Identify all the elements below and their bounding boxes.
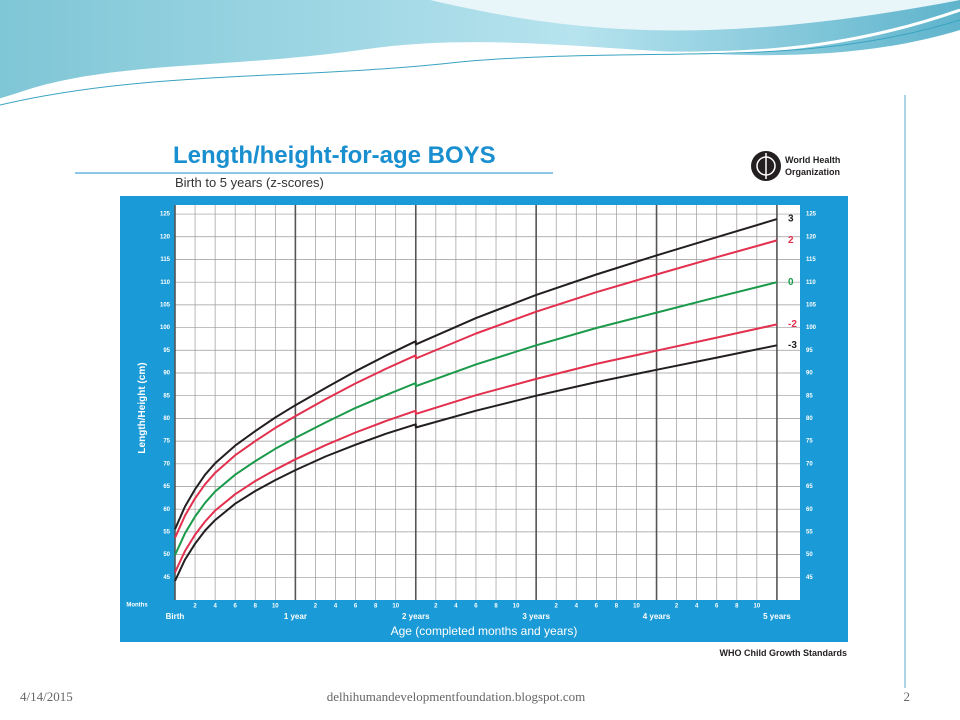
- y-tick-label: 120: [160, 234, 171, 240]
- y-tick-label: 50: [806, 552, 813, 558]
- chart-title: Length/height-for-age BOYS: [173, 142, 496, 169]
- x-tick-label: 8: [374, 604, 378, 610]
- series-line: [174, 239, 778, 539]
- y-tick-label: 95: [806, 348, 813, 354]
- x-tick-label: 10: [633, 604, 640, 610]
- y-tick-label: 125: [806, 212, 817, 218]
- y-tick-label: 80: [163, 416, 170, 422]
- y-tick-label: 70: [163, 461, 170, 467]
- y-tick-label: 45: [806, 575, 813, 581]
- y-tick-label: 90: [806, 371, 813, 377]
- y-tick-label: 65: [163, 484, 170, 490]
- x-tick-label: 4: [213, 604, 217, 610]
- x-tick-label: 10: [272, 604, 279, 610]
- x-tick-label: 2: [193, 604, 197, 610]
- x-tick-label: 2: [314, 604, 318, 610]
- y-tick-label: 90: [163, 371, 170, 377]
- logo-text: World Health: [785, 155, 840, 165]
- y-tick-label: 105: [806, 302, 817, 308]
- x-tick-label: 6: [354, 604, 358, 610]
- y-tick-label: 115: [160, 257, 170, 263]
- header-wave-line: [0, 19, 960, 106]
- y-tick-label: 85: [806, 393, 813, 399]
- x-tick-label: 4: [695, 604, 699, 610]
- x-tick-label: 4: [454, 604, 458, 610]
- who-logo: World Health Organization: [751, 151, 840, 181]
- logo-text: Organization: [785, 167, 840, 177]
- y-tick-label: 125: [160, 212, 171, 218]
- x-tick-label: 10: [392, 604, 399, 610]
- x-tick-label: 2: [555, 604, 559, 610]
- y-tick-label: 65: [806, 484, 813, 490]
- x-tick-label: 8: [494, 604, 498, 610]
- series-label: 0: [788, 277, 794, 288]
- chart-subtitle: Birth to 5 years (z-scores): [175, 175, 324, 190]
- x-tick-label: 2: [434, 604, 438, 610]
- x-year-label: 3 years: [522, 612, 550, 621]
- y-tick-label: 55: [163, 529, 170, 535]
- y-tick-label: 110: [160, 280, 170, 286]
- header-wave-line: [0, 8, 960, 102]
- x-year-label: 4 years: [643, 612, 671, 621]
- x-year-label: 1 year: [284, 612, 307, 621]
- x-axis-title: Age (completed months and years): [391, 624, 578, 638]
- y-tick-label: 75: [163, 439, 170, 445]
- x-tick-label: 4: [575, 604, 579, 610]
- x-tick-label: 6: [715, 604, 719, 610]
- y-tick-label: 100: [806, 325, 817, 331]
- x-year-label: 2 years: [402, 612, 430, 621]
- y-tick-label: 95: [163, 348, 170, 354]
- slide-date: 4/14/2015: [20, 689, 73, 704]
- x-tick-label: 8: [615, 604, 619, 610]
- x-unit-label: Months: [126, 603, 148, 609]
- x-tick-label: 6: [234, 604, 238, 610]
- x-tick-label: 4: [334, 604, 338, 610]
- x-tick-label: 8: [735, 604, 739, 610]
- y-axis-title: Length/Height (cm): [137, 362, 148, 453]
- slide-number: 2: [904, 689, 911, 704]
- x-year-label: Birth: [166, 612, 185, 621]
- y-tick-label: 75: [806, 439, 813, 445]
- y-tick-label: 70: [806, 461, 813, 467]
- y-tick-label: 45: [163, 575, 170, 581]
- plot-area: [175, 205, 800, 600]
- series-line: [174, 344, 778, 582]
- y-tick-label: 55: [806, 529, 813, 535]
- header-wave: [430, 0, 960, 31]
- y-tick-label: 115: [806, 257, 816, 263]
- y-tick-label: 60: [806, 507, 813, 513]
- x-tick-label: 10: [754, 604, 761, 610]
- x-tick-label: 6: [595, 604, 599, 610]
- y-tick-label: 120: [806, 234, 817, 240]
- x-year-label: 5 years: [763, 612, 791, 621]
- marks: 3 2 0 -2 -3: [174, 214, 797, 582]
- series-line: [174, 218, 778, 530]
- x-tick-label: 10: [513, 604, 520, 610]
- chart-source: WHO Child Growth Standards: [720, 648, 848, 658]
- series-label: -3: [788, 340, 797, 351]
- y-tick-label: 110: [806, 280, 816, 286]
- x-tick-label: 8: [254, 604, 258, 610]
- series-label: 3: [788, 214, 794, 225]
- series-label: -2: [788, 319, 797, 330]
- x-tick-label: 2: [675, 604, 679, 610]
- x-tick-label: 6: [474, 604, 478, 610]
- series-line: [174, 281, 778, 556]
- series-line: [174, 323, 778, 573]
- y-tick-label: 50: [163, 552, 170, 558]
- y-tick-label: 80: [806, 416, 813, 422]
- y-tick-label: 105: [160, 302, 171, 308]
- series-label: 2: [788, 235, 794, 246]
- y-tick-label: 60: [163, 507, 170, 513]
- y-tick-label: 85: [163, 393, 170, 399]
- slide-footer: delhihumandevelopmentfoundation.blogspot…: [327, 689, 586, 704]
- y-tick-label: 100: [160, 325, 171, 331]
